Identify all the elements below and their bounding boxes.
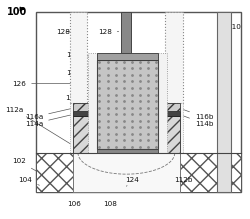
Text: 116b: 116b	[182, 109, 213, 120]
Text: 126: 126	[12, 81, 86, 87]
Bar	[72, 111, 100, 116]
Text: 106: 106	[67, 201, 81, 207]
Text: 100: 100	[6, 7, 27, 17]
Bar	[180, 153, 241, 192]
Text: 114b: 114b	[182, 115, 213, 127]
Text: 118: 118	[65, 95, 90, 148]
Text: 110: 110	[228, 24, 241, 30]
Bar	[97, 149, 158, 153]
Text: 116a: 116a	[25, 109, 71, 120]
Bar	[153, 116, 180, 153]
Bar	[72, 116, 100, 153]
Bar	[217, 12, 232, 192]
Text: 102: 102	[12, 158, 36, 171]
Bar	[122, 12, 131, 53]
Bar	[153, 103, 180, 111]
Text: 122: 122	[66, 52, 94, 58]
Bar	[97, 53, 158, 60]
Bar	[97, 60, 158, 149]
Bar	[166, 103, 182, 153]
Bar	[158, 53, 167, 153]
Text: 124: 124	[126, 177, 140, 186]
Text: 108: 108	[104, 201, 118, 207]
Bar	[72, 103, 100, 111]
Text: 114a: 114a	[25, 115, 71, 127]
Bar	[166, 12, 182, 103]
Text: 120: 120	[66, 70, 94, 77]
Bar	[36, 153, 241, 192]
Text: 104: 104	[18, 177, 40, 185]
Text: 128: 128	[56, 29, 70, 35]
Bar	[153, 111, 180, 116]
Bar	[88, 53, 97, 153]
Bar	[36, 12, 241, 192]
Bar	[70, 12, 87, 103]
Bar	[70, 103, 87, 153]
Bar	[36, 153, 72, 192]
Text: 112b: 112b	[174, 177, 193, 183]
Text: 112a: 112a	[6, 106, 70, 144]
Text: 128: 128	[98, 29, 119, 35]
Bar	[72, 153, 180, 192]
